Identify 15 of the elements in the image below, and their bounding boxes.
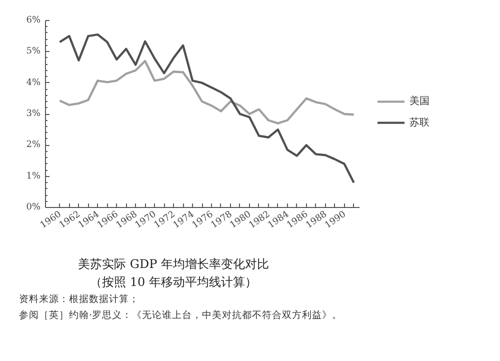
y-tick-label: 0% [26,202,41,212]
text: 参阅［英］约翰·罗思义：《无论谁上台，中美对抗都不符合双方利益》。 [19,308,342,322]
y-tick-label: 5% [26,46,41,57]
legend-label: 苏联 [410,116,430,128]
y-tick-label: 4% [26,78,41,88]
text: 美苏实际 GDP 年均增长率变化对比 [77,256,270,273]
text: （按照 10 年移动平均线计算） [89,274,258,292]
y-tick-label: 3% [26,109,41,119]
y-tick-label: 2% [26,140,41,150]
y-tick-label: 1% [26,171,41,182]
legend-label: 美国 [410,95,430,108]
line-series [58,33,355,184]
text: 资料来源：根据数据计算； [19,293,140,307]
line-series [58,60,355,124]
y-tick-label: 6% [26,16,41,26]
